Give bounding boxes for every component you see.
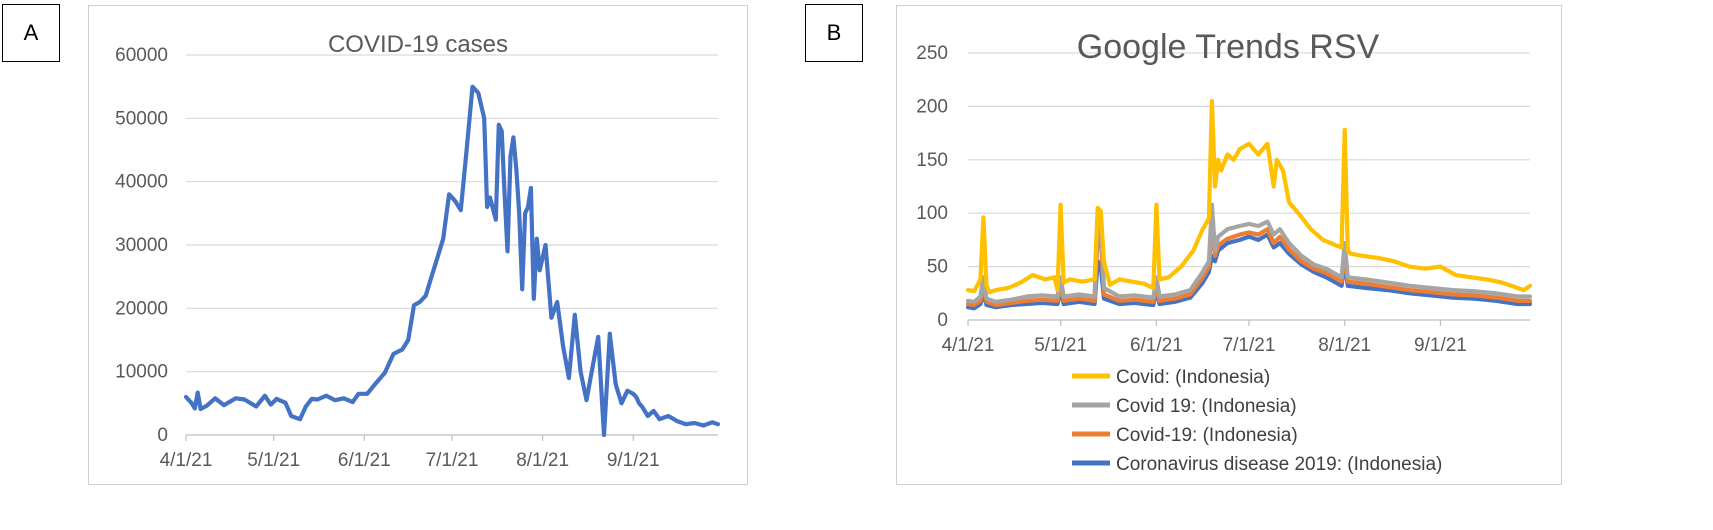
y-tick-label: 10000 xyxy=(115,362,168,383)
x-tick-label: 5/1/21 xyxy=(1034,335,1087,356)
x-tick-label: 4/1/21 xyxy=(160,450,213,471)
x-tick-label: 5/1/21 xyxy=(247,450,300,471)
y-tick-label: 30000 xyxy=(115,235,168,256)
series-line-1 xyxy=(183,84,721,438)
chart-b-frame xyxy=(896,5,1562,485)
chart-title: COVID-19 cases xyxy=(328,31,508,58)
series-line-2 xyxy=(965,202,1533,304)
x-tick-label: 6/1/21 xyxy=(338,450,391,471)
legend-label: Coronavirus disease 2019: (Indonesia) xyxy=(1116,454,1442,475)
y-tick-label: 0 xyxy=(937,310,948,331)
series-line-1 xyxy=(965,98,1533,295)
x-tick-label: 8/1/21 xyxy=(1318,335,1371,356)
y-tick-label: 150 xyxy=(916,150,948,171)
y-tick-label: 20000 xyxy=(115,298,168,319)
y-tick-label: 40000 xyxy=(115,172,168,193)
legend-label: Covid: (Indonesia) xyxy=(1116,367,1270,388)
panel-label-a: A xyxy=(2,4,60,62)
y-tick-label: 60000 xyxy=(115,45,168,66)
y-tick-label: 100 xyxy=(916,203,948,224)
x-tick-label: 9/1/21 xyxy=(607,450,660,471)
y-tick-label: 50000 xyxy=(115,108,168,129)
y-tick-label: 50 xyxy=(927,257,948,278)
y-tick-label: 0 xyxy=(157,425,168,446)
y-tick-label: 250 xyxy=(916,43,948,64)
x-tick-label: 7/1/21 xyxy=(426,450,479,471)
x-tick-label: 4/1/21 xyxy=(942,335,995,356)
legend-label: Covid-19: (Indonesia) xyxy=(1116,425,1298,446)
x-tick-label: 9/1/21 xyxy=(1414,335,1467,356)
x-tick-label: 8/1/21 xyxy=(516,450,569,471)
chart-title: Google Trends RSV xyxy=(1077,28,1380,66)
x-tick-label: 7/1/21 xyxy=(1223,335,1276,356)
legend-label: Covid 19: (Indonesia) xyxy=(1116,396,1297,417)
x-tick-label: 6/1/21 xyxy=(1130,335,1183,356)
panel-label-b: B xyxy=(805,4,863,62)
y-tick-label: 200 xyxy=(916,96,948,117)
